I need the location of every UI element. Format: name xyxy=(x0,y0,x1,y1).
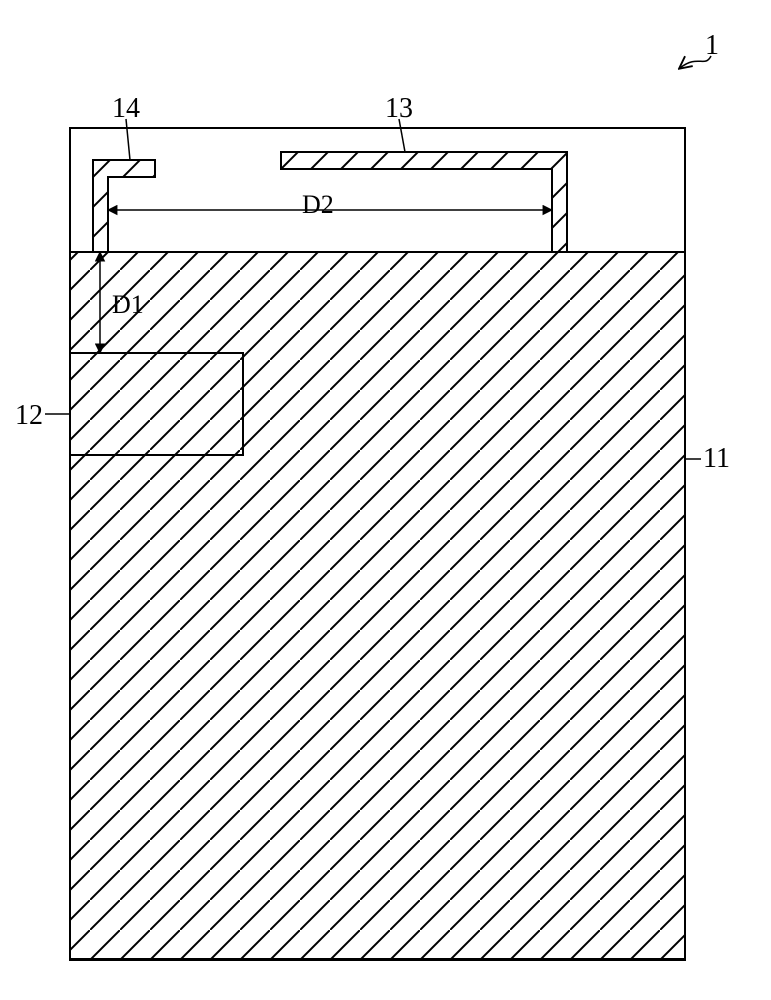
diagram-svg xyxy=(0,0,771,1000)
diagram-canvas: 1 11 12 13 14 D1 D2 xyxy=(0,0,771,1000)
label-d1: D1 xyxy=(112,290,144,320)
ground-hatch xyxy=(30,212,725,999)
label-ref-14: 14 xyxy=(112,93,140,125)
label-ref-13: 13 xyxy=(385,93,413,125)
label-ref-12: 12 xyxy=(15,400,43,432)
label-ref-1: 1 xyxy=(705,30,719,62)
label-d2: D2 xyxy=(302,190,334,220)
leader-14 xyxy=(126,119,130,160)
label-ref-11: 11 xyxy=(703,443,730,475)
